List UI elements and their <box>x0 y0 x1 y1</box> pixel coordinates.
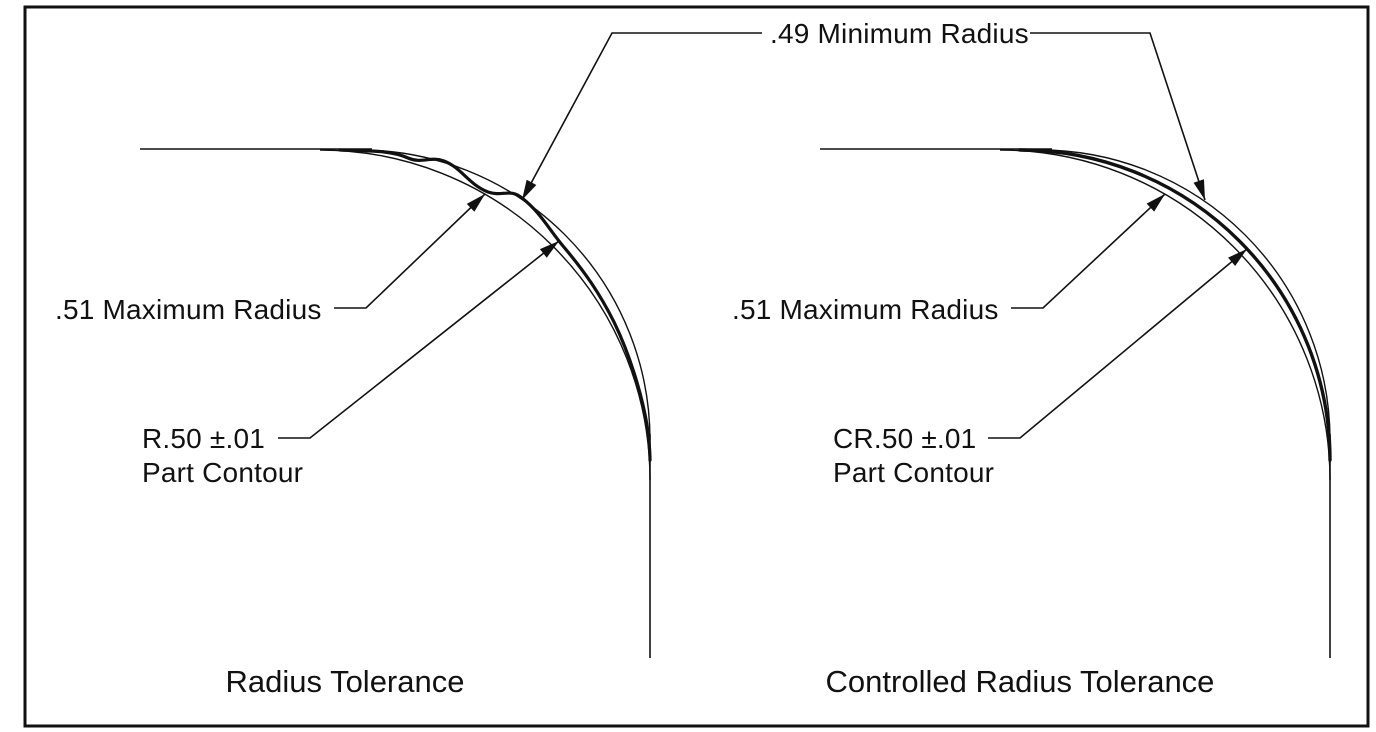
right-max-radius-label: .51 Maximum Radius <box>732 294 999 325</box>
left-diagram <box>140 32 762 658</box>
right-part-contour-smooth <box>1018 148 1332 462</box>
left-diagram-title: Radius Tolerance <box>225 664 465 699</box>
right-contour-label: CR.50 ±.01 Part Contour <box>833 422 994 490</box>
right-max-radius-leader <box>1011 193 1166 309</box>
left-max-radius-label: .51 Maximum Radius <box>55 294 322 325</box>
right-diagram <box>820 32 1332 658</box>
left-max-radius-leader <box>334 193 486 309</box>
figure-border <box>23 5 1370 728</box>
min-radius-label: .49 Minimum Radius <box>770 18 1029 49</box>
left-max-radius-arc <box>319 149 651 481</box>
right-contour-leader <box>988 248 1248 439</box>
left-min-radius-arc <box>359 149 651 441</box>
right-contour-caption: Part Contour <box>833 457 995 488</box>
left-contour-value: R.50 ±.01 <box>142 423 266 454</box>
left-contour-caption: Part Contour <box>142 457 304 488</box>
right-contour-value: CR.50 ±.01 <box>833 423 977 454</box>
right-min-radius-arc <box>1039 149 1331 441</box>
left-contour-label: R.50 ±.01 Part Contour <box>142 422 303 490</box>
right-min-radius-leader <box>1030 32 1206 201</box>
right-diagram-title: Controlled Radius Tolerance <box>825 664 1215 699</box>
right-max-radius-arc <box>999 149 1331 481</box>
left-part-contour-wavy <box>338 148 652 462</box>
left-min-radius-leader <box>521 32 762 201</box>
left-contour-leader <box>278 240 560 439</box>
